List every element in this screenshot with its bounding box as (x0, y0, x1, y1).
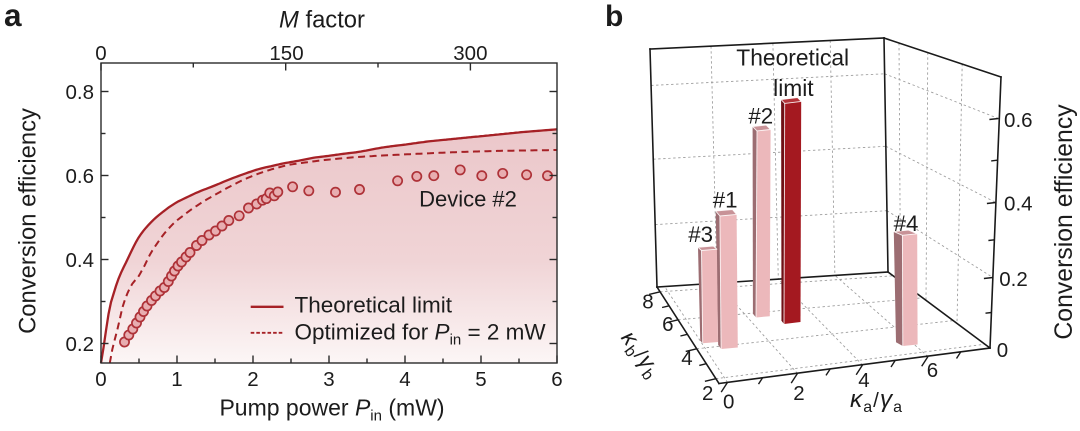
svg-text:0.6: 0.6 (1004, 109, 1033, 132)
svg-text:1: 1 (171, 368, 182, 391)
svg-text:#1: #1 (713, 187, 738, 212)
svg-text:0: 0 (95, 368, 106, 391)
svg-text:M factor: M factor (279, 7, 365, 34)
svg-text:6: 6 (927, 359, 938, 382)
svg-text:5: 5 (475, 368, 486, 391)
svg-text:limit: limit (773, 75, 814, 101)
svg-text:300: 300 (453, 42, 487, 65)
svg-text:Conversion efficiency: Conversion efficiency (15, 108, 42, 334)
svg-text:0: 0 (723, 391, 734, 414)
svg-text:Optimized for Pin = 2 mW: Optimized for Pin = 2 mW (295, 319, 547, 348)
svg-text:Theoretical limit: Theoretical limit (295, 293, 453, 318)
svg-text:κb/γb: κb/γb (613, 325, 667, 384)
svg-text:150: 150 (269, 42, 303, 65)
svg-text:0.4: 0.4 (1004, 192, 1033, 215)
svg-text:8: 8 (642, 291, 653, 314)
svg-text:0.8: 0.8 (66, 81, 95, 104)
svg-text:0.2: 0.2 (66, 333, 95, 356)
svg-text:0: 0 (997, 339, 1008, 362)
svg-text:#3: #3 (688, 222, 713, 247)
svg-text:3: 3 (323, 368, 334, 391)
svg-text:6: 6 (551, 368, 562, 391)
svg-text:0.6: 0.6 (66, 165, 95, 188)
svg-text:Device #2: Device #2 (419, 187, 517, 212)
svg-text:0: 0 (95, 42, 106, 65)
svg-text:4: 4 (858, 369, 869, 392)
svg-text:0.4: 0.4 (66, 249, 95, 272)
svg-text:2: 2 (793, 382, 804, 405)
svg-text:b: b (605, 0, 623, 33)
svg-text:6: 6 (662, 313, 673, 336)
svg-text:2: 2 (247, 368, 258, 391)
svg-text:#2: #2 (748, 104, 773, 129)
svg-text:4: 4 (399, 368, 410, 391)
svg-text:0.2: 0.2 (999, 268, 1028, 291)
svg-text:#4: #4 (894, 211, 919, 236)
svg-text:2: 2 (702, 382, 713, 405)
svg-text:a: a (4, 0, 22, 33)
svg-text:Pump power Pin (mW): Pump power Pin (mW) (219, 395, 444, 425)
svg-text:Theoretical: Theoretical (736, 45, 849, 71)
svg-text:Conversion efficiency: Conversion efficiency (1051, 104, 1078, 340)
svg-text:κa/γa: κa/γa (850, 386, 903, 416)
svg-text:4: 4 (681, 347, 692, 370)
